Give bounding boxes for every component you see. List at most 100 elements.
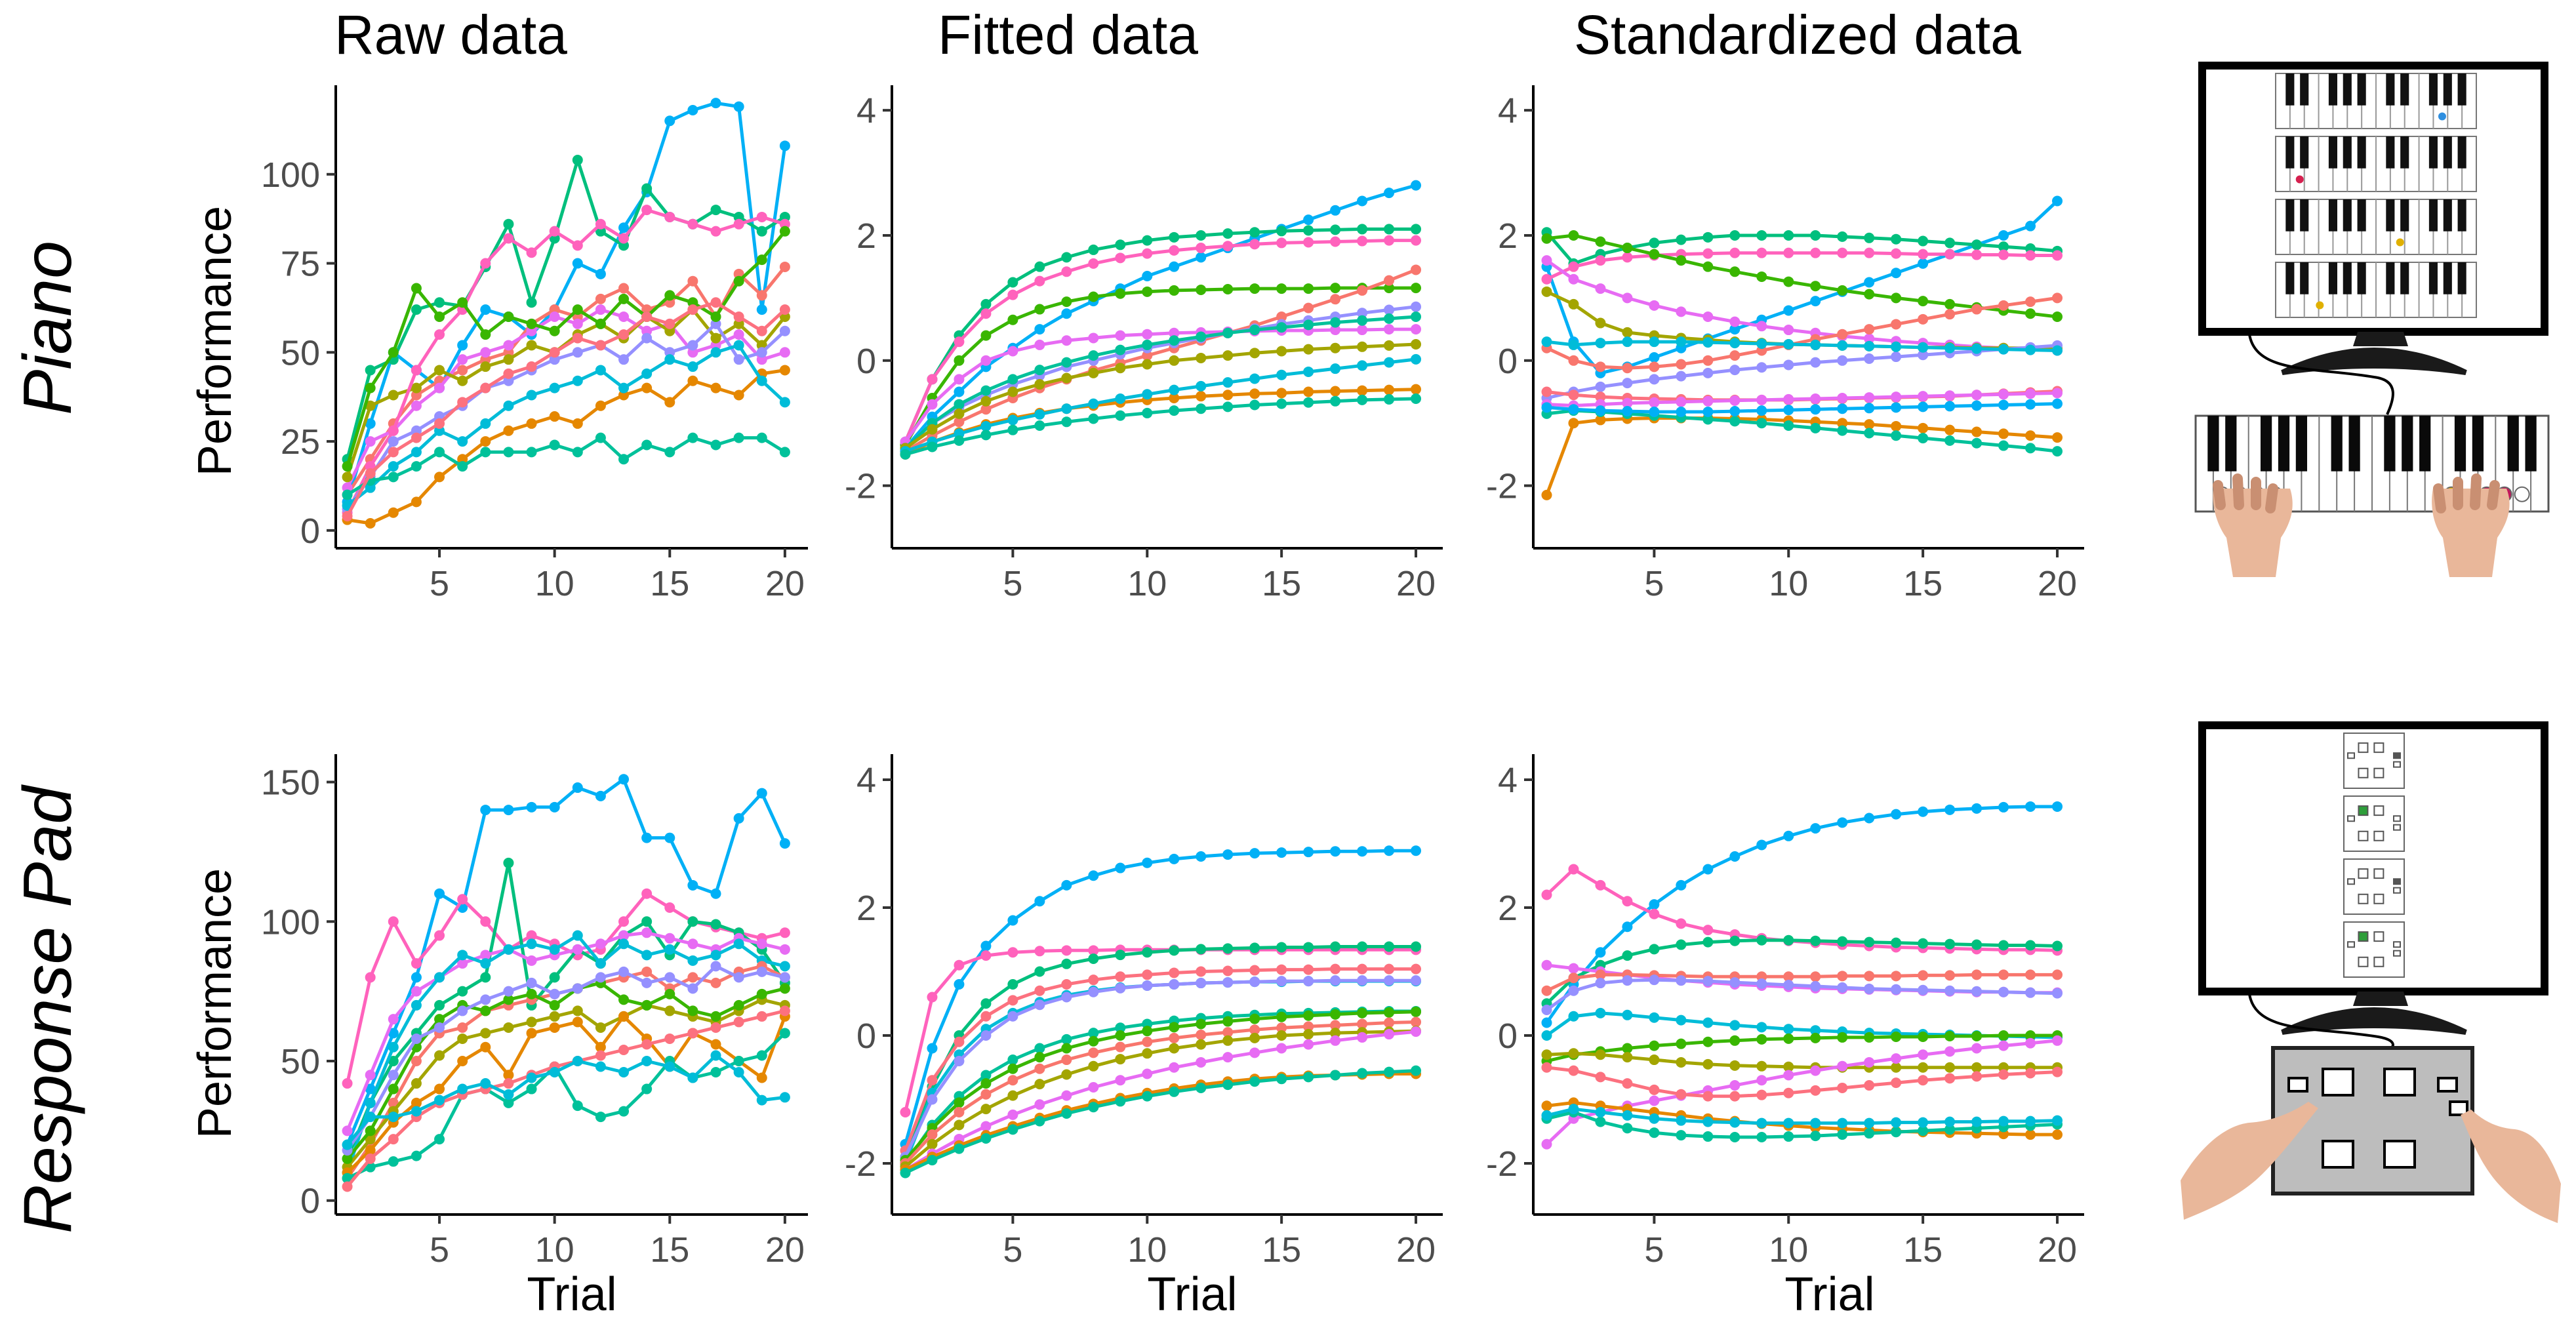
data-point (1783, 1024, 1794, 1035)
data-point (1595, 361, 1606, 372)
data-point (434, 1014, 445, 1025)
data-point (954, 355, 965, 366)
data-point (2025, 443, 2036, 454)
data-point (618, 311, 630, 322)
data-point (1837, 247, 1848, 258)
data-point (1357, 941, 1368, 952)
data-point (1944, 1030, 1956, 1041)
data-point (1783, 1070, 1794, 1081)
data-point (1222, 1079, 1234, 1091)
data-point (1034, 999, 1045, 1011)
data-point (2052, 1129, 2063, 1140)
data-point (1783, 971, 1794, 982)
data-point (1837, 285, 1848, 296)
data-point (2052, 345, 2063, 356)
data-point (572, 983, 583, 994)
data-point (1411, 1026, 1422, 1037)
data-point (1944, 237, 1956, 249)
data-point (1649, 1127, 1660, 1138)
data-point (980, 950, 992, 961)
data-point (1142, 350, 1153, 361)
data-point (641, 927, 653, 938)
mini-keyboard (2275, 73, 2477, 129)
data-point (1088, 367, 1099, 378)
data-point (1595, 414, 1606, 426)
data-point (1918, 1062, 1929, 1073)
data-point (1702, 261, 1714, 272)
x-tick-label: 20 (2038, 564, 2077, 603)
data-point (526, 318, 537, 329)
data-point (526, 418, 537, 429)
data-point (1944, 1073, 1956, 1084)
data-point (1622, 975, 1633, 986)
data-point (687, 916, 698, 927)
data-point (1595, 978, 1606, 989)
series-P11 (342, 432, 790, 500)
data-point (756, 1011, 767, 1022)
data-point (1756, 338, 1767, 350)
x-tick-label: 15 (650, 564, 689, 603)
y-tick-label: 50 (281, 1042, 320, 1081)
data-point (1998, 969, 2009, 980)
data-point (1169, 1062, 1180, 1073)
data-point (710, 950, 721, 961)
data-point (1622, 1123, 1633, 1134)
data-point (1837, 1117, 1848, 1129)
data-point (434, 1134, 445, 1145)
data-point (1944, 1116, 1956, 1127)
data-point (1061, 296, 1072, 308)
data-point (1649, 249, 1660, 260)
y-tick-label: 50 (281, 333, 320, 372)
series-R4 (900, 963, 1422, 1156)
data-point (1169, 979, 1180, 990)
data-point (1918, 1125, 1929, 1136)
data-point (1169, 231, 1180, 243)
data-point (1729, 1132, 1741, 1143)
data-point (1196, 966, 1207, 977)
data-point (572, 240, 583, 251)
data-point (710, 1039, 721, 1050)
series-P3 (342, 261, 790, 500)
data-point (954, 336, 965, 348)
data-point (1756, 1034, 1767, 1045)
data-point (1702, 367, 1714, 378)
data-point (954, 408, 965, 419)
data-point (1676, 975, 1687, 986)
y-tick-label: 0 (1498, 1016, 1518, 1056)
y-tick-label: 4 (856, 91, 876, 131)
data-point (1222, 327, 1234, 338)
right-hand-icon (2432, 489, 2510, 577)
data-point (526, 801, 537, 813)
data-point (1676, 1056, 1687, 1068)
data-point (1864, 1128, 1875, 1139)
data-point (1330, 205, 1341, 216)
data-point (1783, 1117, 1794, 1129)
data-point (1196, 243, 1207, 254)
data-point (1169, 285, 1180, 296)
data-point (1357, 963, 1368, 974)
data-point (1303, 1021, 1314, 1032)
piano-setup-illustration (2194, 62, 2550, 577)
data-point (1249, 348, 1260, 359)
data-point (1142, 857, 1153, 868)
data-point (1837, 936, 1848, 947)
data-point (1384, 283, 1395, 294)
data-point (1007, 374, 1018, 385)
data-point (1864, 247, 1875, 258)
data-point (779, 961, 790, 972)
data-point (411, 958, 422, 969)
data-point (526, 390, 537, 401)
data-point (1196, 284, 1207, 295)
data-point (1944, 938, 1956, 950)
data-point (1330, 941, 1341, 952)
response-pad-setup-illustration (2181, 721, 2561, 1223)
data-point (1330, 386, 1341, 397)
data-point (480, 329, 491, 340)
data-point (1729, 851, 1741, 862)
data-point (1864, 340, 1875, 352)
data-point (1810, 357, 1821, 368)
series-R9 (900, 1016, 1422, 1169)
chart-piano-fitted: 5 10 15 20 -2 0 2 4 (845, 85, 1443, 603)
data-point (434, 329, 445, 340)
